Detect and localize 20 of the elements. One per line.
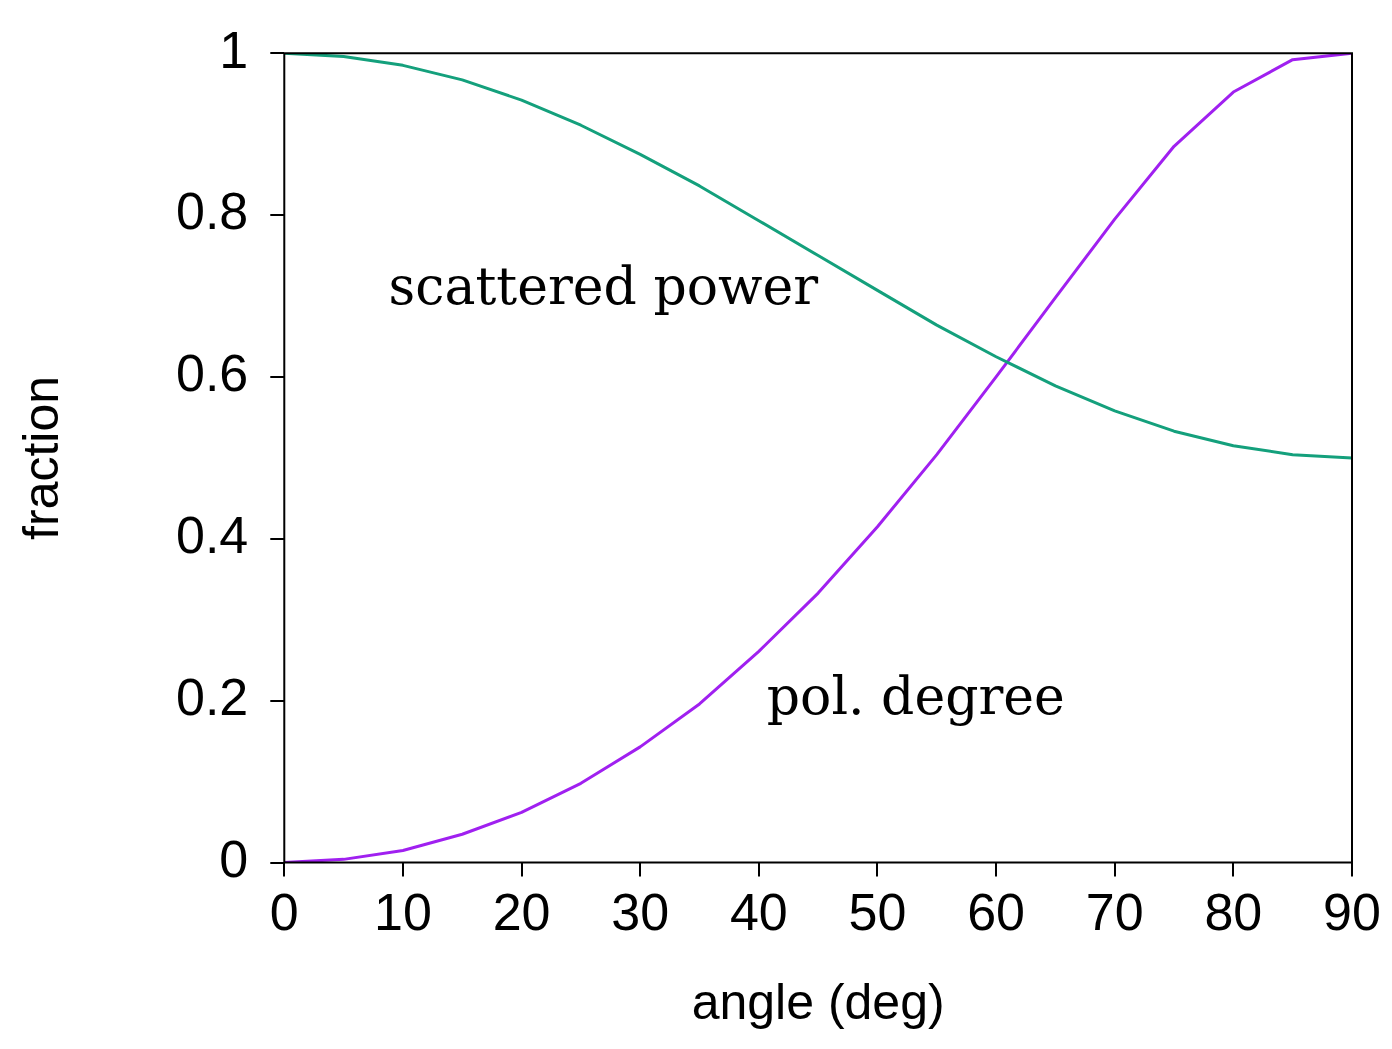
x-tick-label: 70 — [1085, 883, 1144, 942]
x-tick-label: 80 — [1204, 883, 1263, 942]
y-tick-label: 0 — [219, 829, 249, 888]
y-tick-label: 0.6 — [175, 344, 249, 403]
y-tick-label: 0.8 — [175, 182, 249, 241]
series-label: scattered power — [388, 255, 819, 316]
x-tick-label: 60 — [967, 883, 1026, 942]
x-tick-label: 30 — [611, 883, 670, 942]
y-tick-label: 1 — [219, 20, 249, 79]
x-tick-label: 10 — [374, 883, 432, 942]
y-tick-label: 0.2 — [175, 668, 249, 727]
x-axis-title: angle (deg) — [691, 973, 945, 1030]
x-tick-label: 20 — [492, 883, 551, 942]
y-tick-label: 0.4 — [175, 506, 249, 565]
series-label: pol. degree — [766, 666, 1065, 727]
y-axis-title: fraction — [12, 375, 69, 540]
x-tick-label: 40 — [729, 883, 788, 942]
x-tick-label: 90 — [1323, 883, 1381, 942]
x-tick-label: 0 — [269, 883, 299, 942]
x-tick-label: 50 — [848, 883, 907, 942]
